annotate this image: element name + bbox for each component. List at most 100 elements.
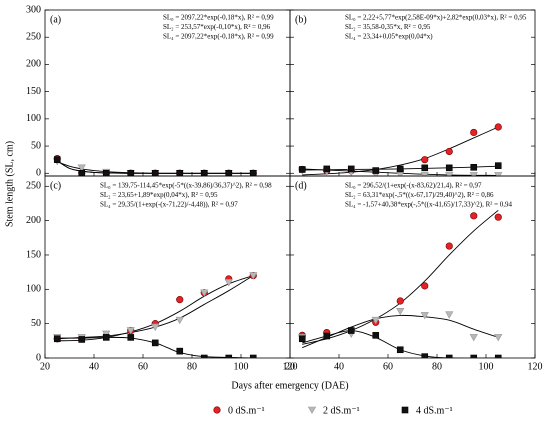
- y-tick-label: 0: [36, 352, 41, 363]
- x-tick-label: 120: [528, 361, 543, 372]
- fit-curve: [302, 330, 499, 358]
- point: [200, 354, 208, 358]
- point: [396, 165, 404, 173]
- equation: SL₄ = 23,34+0,05*exp(0,04*x): [345, 33, 433, 41]
- equation: SL₀ = 2,22+5,77*exp(2,58E-09*x)+2,82*exp…: [345, 14, 527, 22]
- y-tick-label: 50: [31, 318, 41, 329]
- y-tick-label: 50: [31, 140, 41, 151]
- legend-label: 2 dS.m⁻¹: [323, 405, 360, 416]
- y-tick-label: 250: [26, 181, 41, 192]
- point: [176, 347, 184, 355]
- panel-frame: [289, 175, 536, 359]
- point: [151, 323, 160, 332]
- equation: SL₂ = 23,65+1,89*exp(0,04*x), R² = 0,95: [100, 191, 218, 199]
- y-axis-label: Stem length (SL, cm): [4, 141, 15, 227]
- point: [396, 171, 405, 176]
- legend-label: 4 dS.m⁻¹: [416, 405, 453, 416]
- point: [470, 354, 478, 358]
- x-tick-label: 60: [383, 361, 393, 372]
- plot-area: [53, 271, 258, 358]
- point: [445, 311, 454, 319]
- equation: SL₂ = 35,58-0,35*x, R² = 0,95: [345, 23, 431, 31]
- point: [469, 334, 478, 342]
- point: [127, 334, 135, 341]
- x-tick-label: 20: [40, 361, 50, 372]
- point: [224, 279, 233, 287]
- point: [494, 213, 502, 221]
- point: [323, 165, 331, 173]
- point: [323, 332, 331, 340]
- point: [249, 354, 257, 358]
- point: [176, 169, 184, 176]
- y-tick-label: 100: [26, 284, 41, 295]
- legend-marker: [307, 406, 317, 415]
- point: [200, 289, 209, 297]
- point: [445, 164, 453, 172]
- point: [421, 164, 429, 172]
- point: [470, 163, 478, 171]
- point: [249, 272, 258, 280]
- point: [102, 334, 110, 341]
- point: [298, 335, 306, 343]
- equation: SL₄ = 29,35/(1+exp(-(x-71,22)/-4,48)), R…: [100, 201, 238, 209]
- legend-marker: [401, 406, 409, 414]
- fit-curve: [302, 126, 499, 176]
- x-tick-label: 20: [285, 361, 295, 372]
- fit-curve: [302, 314, 499, 349]
- point: [396, 346, 404, 354]
- point: [175, 316, 184, 325]
- equation: SL₂ = 253,57*exp(-0,10*x), R² = 0,96: [163, 23, 271, 31]
- legend-label: 0 dS.m⁻¹: [228, 405, 265, 416]
- point: [420, 312, 429, 320]
- plot-area: [298, 123, 503, 176]
- point: [470, 212, 478, 220]
- point: [151, 339, 159, 347]
- point: [53, 156, 61, 163]
- point: [53, 335, 61, 343]
- point: [78, 336, 86, 343]
- panel-label: (c): [50, 180, 61, 191]
- point: [372, 167, 380, 174]
- fit-curve: [302, 209, 499, 345]
- point: [470, 128, 478, 137]
- point: [494, 334, 503, 342]
- point: [421, 353, 429, 358]
- plot-area: [298, 209, 503, 358]
- equation: SL₀ = 139,75-114,45*exp(-5*((x-39,86)/36…: [100, 182, 272, 190]
- equation: SL₂ = 63,31*exp(-,5*((x-67,17)/29,40)^2)…: [345, 191, 494, 199]
- point: [176, 296, 184, 304]
- x-tick-label: 120: [283, 361, 298, 372]
- point: [78, 169, 86, 176]
- point: [445, 354, 453, 358]
- x-tick-label: 80: [432, 361, 442, 372]
- x-tick-label: 80: [187, 361, 197, 372]
- point: [494, 123, 502, 131]
- point: [494, 354, 502, 358]
- x-tick-label: 100: [234, 361, 249, 372]
- y-tick-label: 150: [26, 86, 41, 97]
- y-tick-label: 200: [26, 215, 41, 226]
- equation: SL₀ = 296,52/(1+exp(-(x-83,62)/21,4), R²…: [345, 182, 482, 190]
- point: [371, 316, 380, 325]
- point: [126, 327, 135, 335]
- point: [347, 165, 355, 173]
- point: [421, 156, 429, 164]
- y-tick-label: 100: [26, 113, 41, 124]
- point: [225, 169, 233, 176]
- point: [249, 169, 257, 176]
- point: [445, 147, 453, 156]
- point: [372, 332, 380, 339]
- point: [200, 169, 208, 176]
- x-tick-label: 40: [334, 361, 344, 372]
- point: [421, 282, 429, 290]
- point: [225, 354, 233, 358]
- y-tick-label: 200: [26, 59, 41, 70]
- point: [77, 164, 86, 172]
- y-tick-label: 250: [26, 32, 41, 43]
- point: [127, 169, 135, 176]
- y-tick-label: 300: [26, 4, 41, 15]
- point: [396, 307, 405, 316]
- equation: SL₀ = 2097,22*exp(-0,18*x), R² = 0,99: [163, 14, 274, 22]
- x-axis-label: Days after emergency (DAE): [231, 380, 348, 391]
